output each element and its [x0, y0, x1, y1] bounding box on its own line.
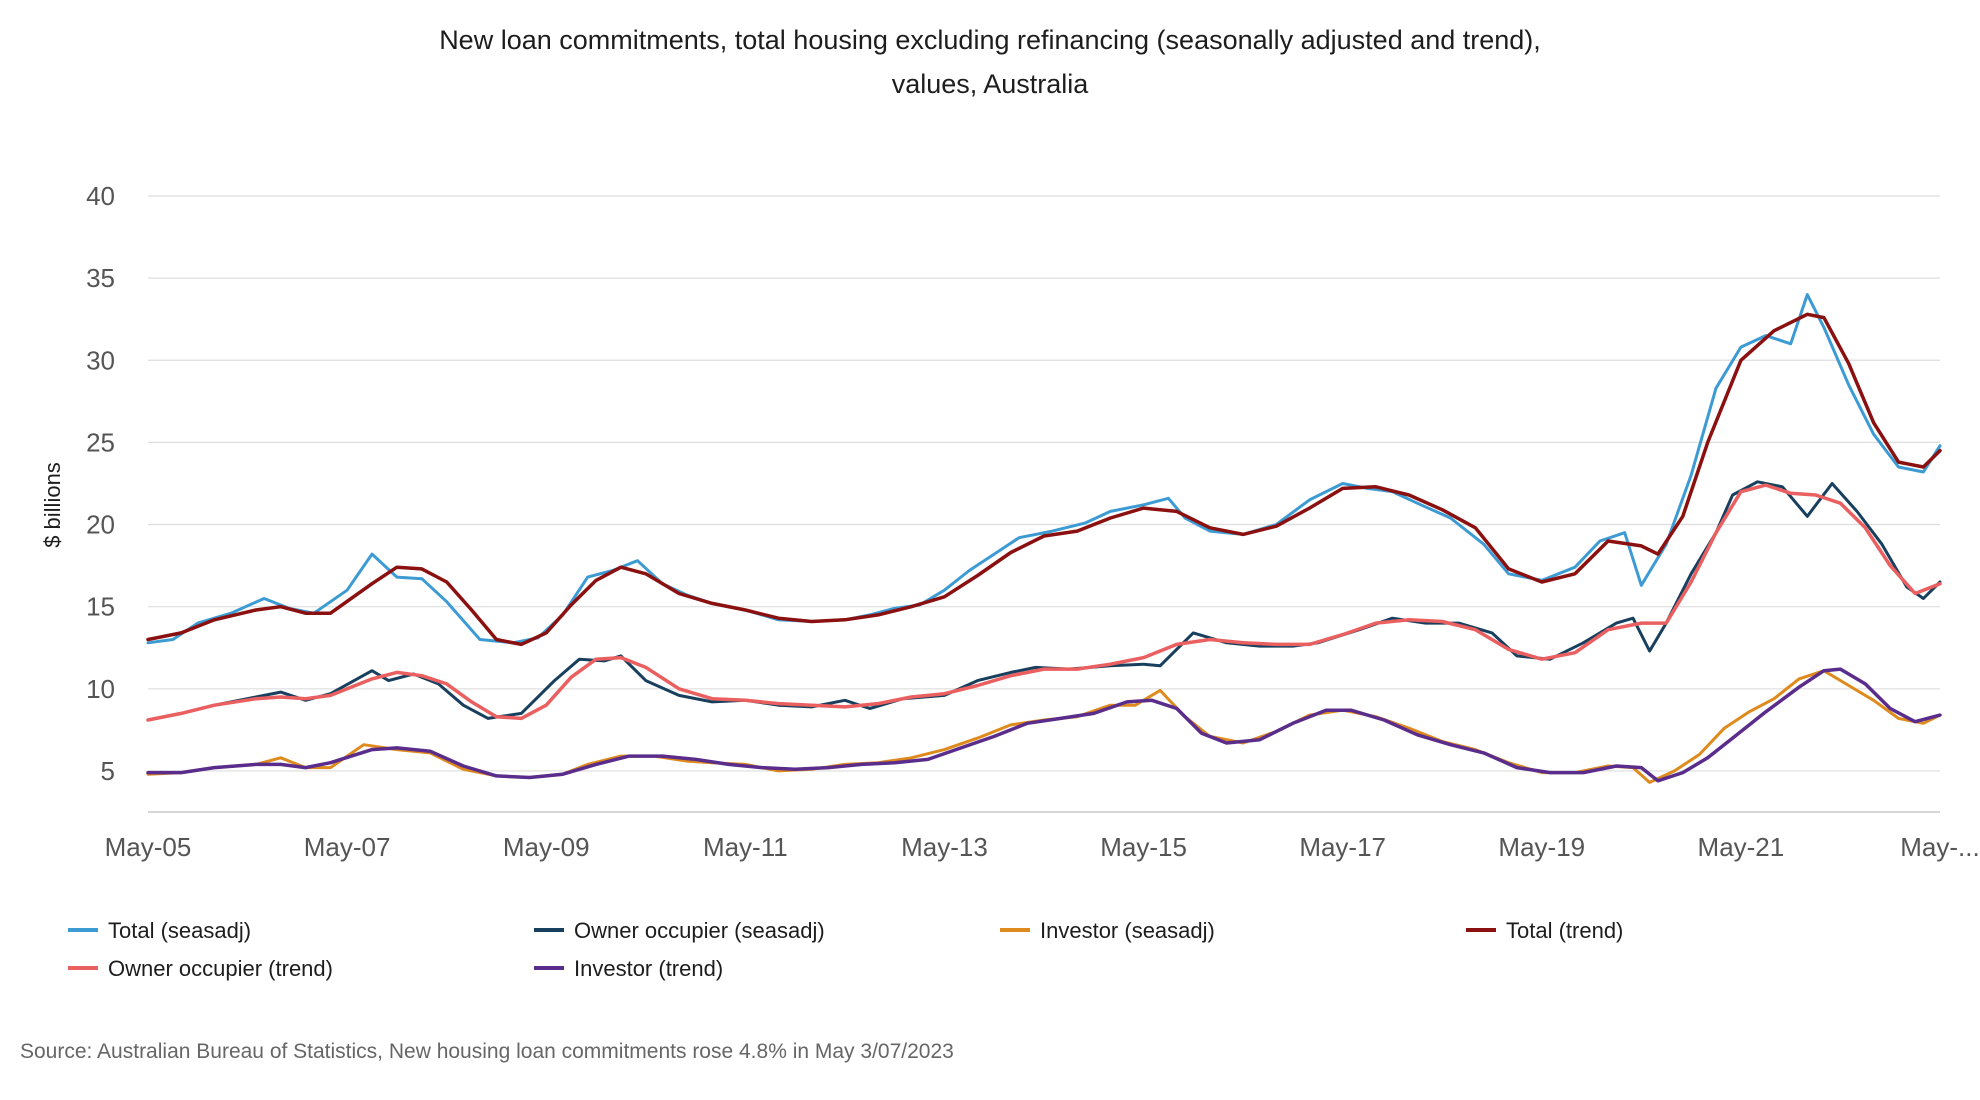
y-tick-label: 35 — [86, 263, 115, 293]
y-tick-label: 10 — [86, 674, 115, 704]
legend-swatch — [1466, 928, 1496, 933]
legend-swatch — [534, 966, 564, 971]
x-tick-label: May-19 — [1498, 832, 1585, 862]
x-tick-label: May-21 — [1698, 832, 1785, 862]
chart-title-line-1: New loan commitments, total housing excl… — [439, 25, 1541, 55]
series-line-1 — [146, 293, 1942, 645]
y-axis-label: $ billions — [40, 462, 65, 548]
legend-item: Total (seasadj) — [68, 918, 251, 944]
y-tick-label: 20 — [86, 510, 115, 540]
y-tick-label: 15 — [86, 592, 115, 622]
line-chart: 5 10 15 20 25 30 35 40 May-05 May-07 May-09 May-11… — [40, 181, 1980, 862]
legend-item: Owner occupier (seasadj) — [534, 918, 825, 944]
x-tick-label: May-07 — [304, 832, 391, 862]
legend-swatch — [534, 928, 564, 933]
x-tick-label: May-... — [1900, 832, 1979, 862]
legend-item: Owner occupier (trend) — [68, 956, 333, 982]
legend-item: Total (trend) — [1466, 918, 1623, 944]
series-line-2 — [146, 480, 1942, 722]
x-tick-label: May-11 — [703, 832, 788, 862]
series-line-3 — [146, 669, 1942, 784]
x-tick-label: May-05 — [105, 832, 192, 862]
legend-swatch — [68, 928, 98, 933]
series-lines — [146, 293, 1942, 784]
legend-label: Investor (seasadj) — [1040, 918, 1215, 943]
x-tick-label: May-09 — [503, 832, 590, 862]
chart-title-line-2: values, Australia — [891, 69, 1089, 99]
series-line-4 — [146, 312, 1942, 647]
gridlines — [148, 195, 1940, 813]
y-tick-label: 25 — [86, 427, 115, 457]
y-tick-label: 5 — [101, 756, 115, 786]
x-tick-label: May-15 — [1100, 832, 1187, 862]
series-line-5 — [146, 483, 1942, 722]
y-axis-ticks: 5 10 15 20 25 30 35 40 — [86, 181, 115, 786]
chart-title: New loan commitments, total housing excl… — [0, 18, 1980, 106]
legend-label: Investor (trend) — [574, 956, 724, 981]
legend-label: Owner occupier (trend) — [108, 956, 333, 981]
legend-swatch — [68, 966, 98, 971]
series-line-6 — [146, 667, 1942, 783]
legend-item: Investor (trend) — [534, 956, 723, 982]
x-axis-ticks: May-05 May-07 May-09 May-11 May-13 May-15 May-… — [105, 832, 1980, 862]
source-note: Source: Australian Bureau of Statistics,… — [20, 1040, 954, 1063]
x-tick-label: May-17 — [1299, 832, 1386, 862]
legend-item: Investor (seasadj) — [1000, 918, 1215, 944]
y-tick-label: 30 — [86, 345, 115, 375]
legend-label: Total (seasadj) — [108, 918, 252, 943]
legend-swatch — [1000, 928, 1030, 933]
x-tick-label: May-13 — [901, 832, 988, 862]
legend-label: Owner occupier (seasadj) — [574, 918, 825, 943]
legend-label: Total (trend) — [1506, 918, 1624, 943]
y-tick-label: 40 — [86, 181, 115, 211]
